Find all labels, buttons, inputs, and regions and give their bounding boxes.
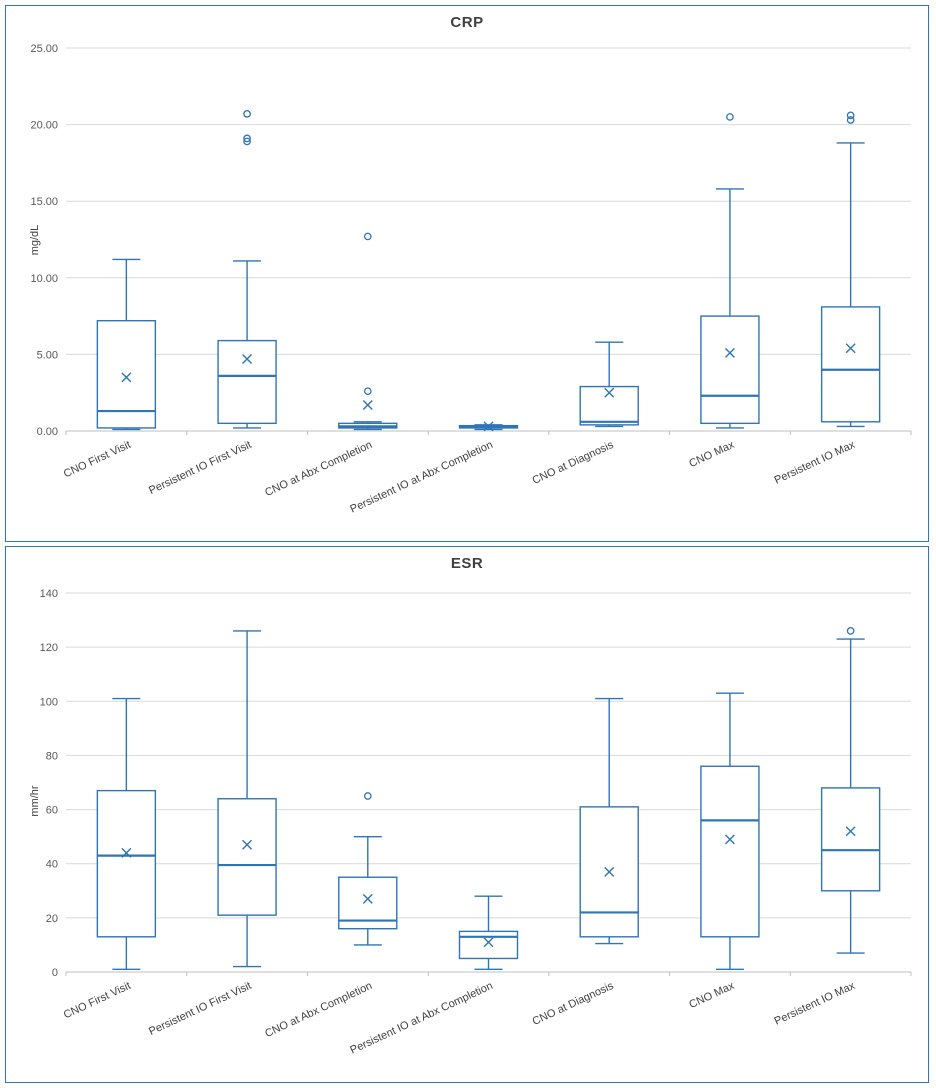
svg-text:20.00: 20.00	[30, 120, 58, 132]
svg-text:CNO at Diagnosis: CNO at Diagnosis	[531, 439, 616, 487]
svg-text:60: 60	[46, 805, 58, 817]
svg-text:10.00: 10.00	[30, 273, 58, 285]
svg-text:Persistent IO Max: Persistent IO Max	[773, 980, 858, 1028]
svg-text:CNO at Diagnosis: CNO at Diagnosis	[531, 980, 616, 1028]
svg-text:CNO Max: CNO Max	[687, 439, 736, 470]
svg-text:0.00: 0.00	[37, 426, 58, 438]
svg-text:CNO at Abx Completion: CNO at Abx Completion	[263, 439, 374, 499]
svg-text:20: 20	[46, 913, 58, 925]
svg-text:CNO First Visit: CNO First Visit	[62, 980, 133, 1022]
svg-text:80: 80	[46, 750, 58, 762]
svg-text:CNO at Abx Completion: CNO at Abx Completion	[263, 980, 374, 1040]
svg-text:120: 120	[40, 642, 58, 654]
svg-text:15.00: 15.00	[30, 196, 58, 208]
svg-text:CNO First Visit: CNO First Visit	[62, 439, 133, 481]
svg-text:25.00: 25.00	[30, 43, 58, 55]
crp-chart-title: CRP	[450, 14, 484, 31]
crp-chart-panel: CRP mg/dL 0.00 5.00 10.00 15.00 20.00 25.00 CN…	[5, 5, 929, 542]
svg-text:140: 140	[40, 588, 58, 600]
svg-text:0: 0	[52, 967, 58, 979]
esr-chart-title: ESR	[450, 555, 484, 572]
svg-text:40: 40	[46, 859, 58, 871]
svg-text:Persistent IO First Visit: Persistent IO First Visit	[147, 439, 253, 497]
crp-boxplot-chart: 0.00 5.00 10.00 15.00 20.00 25.00 CNO First Vi…	[30, 43, 912, 516]
svg-text:Persistent IO First Visit: Persistent IO First Visit	[147, 980, 253, 1038]
esr-boxplot-chart: 0 20 40 60 80 100 120 140 CNO First Visit Persist…	[40, 588, 912, 1057]
svg-text:Persistent IO Max: Persistent IO Max	[773, 439, 858, 487]
svg-text:CNO Max: CNO Max	[687, 980, 736, 1011]
svg-text:5.00: 5.00	[37, 349, 58, 361]
esr-chart-panel: ESR mm/hr 0 20 40 60 80 100 120 140 CNO First Vi…	[5, 546, 929, 1083]
svg-text:100: 100	[40, 696, 58, 708]
